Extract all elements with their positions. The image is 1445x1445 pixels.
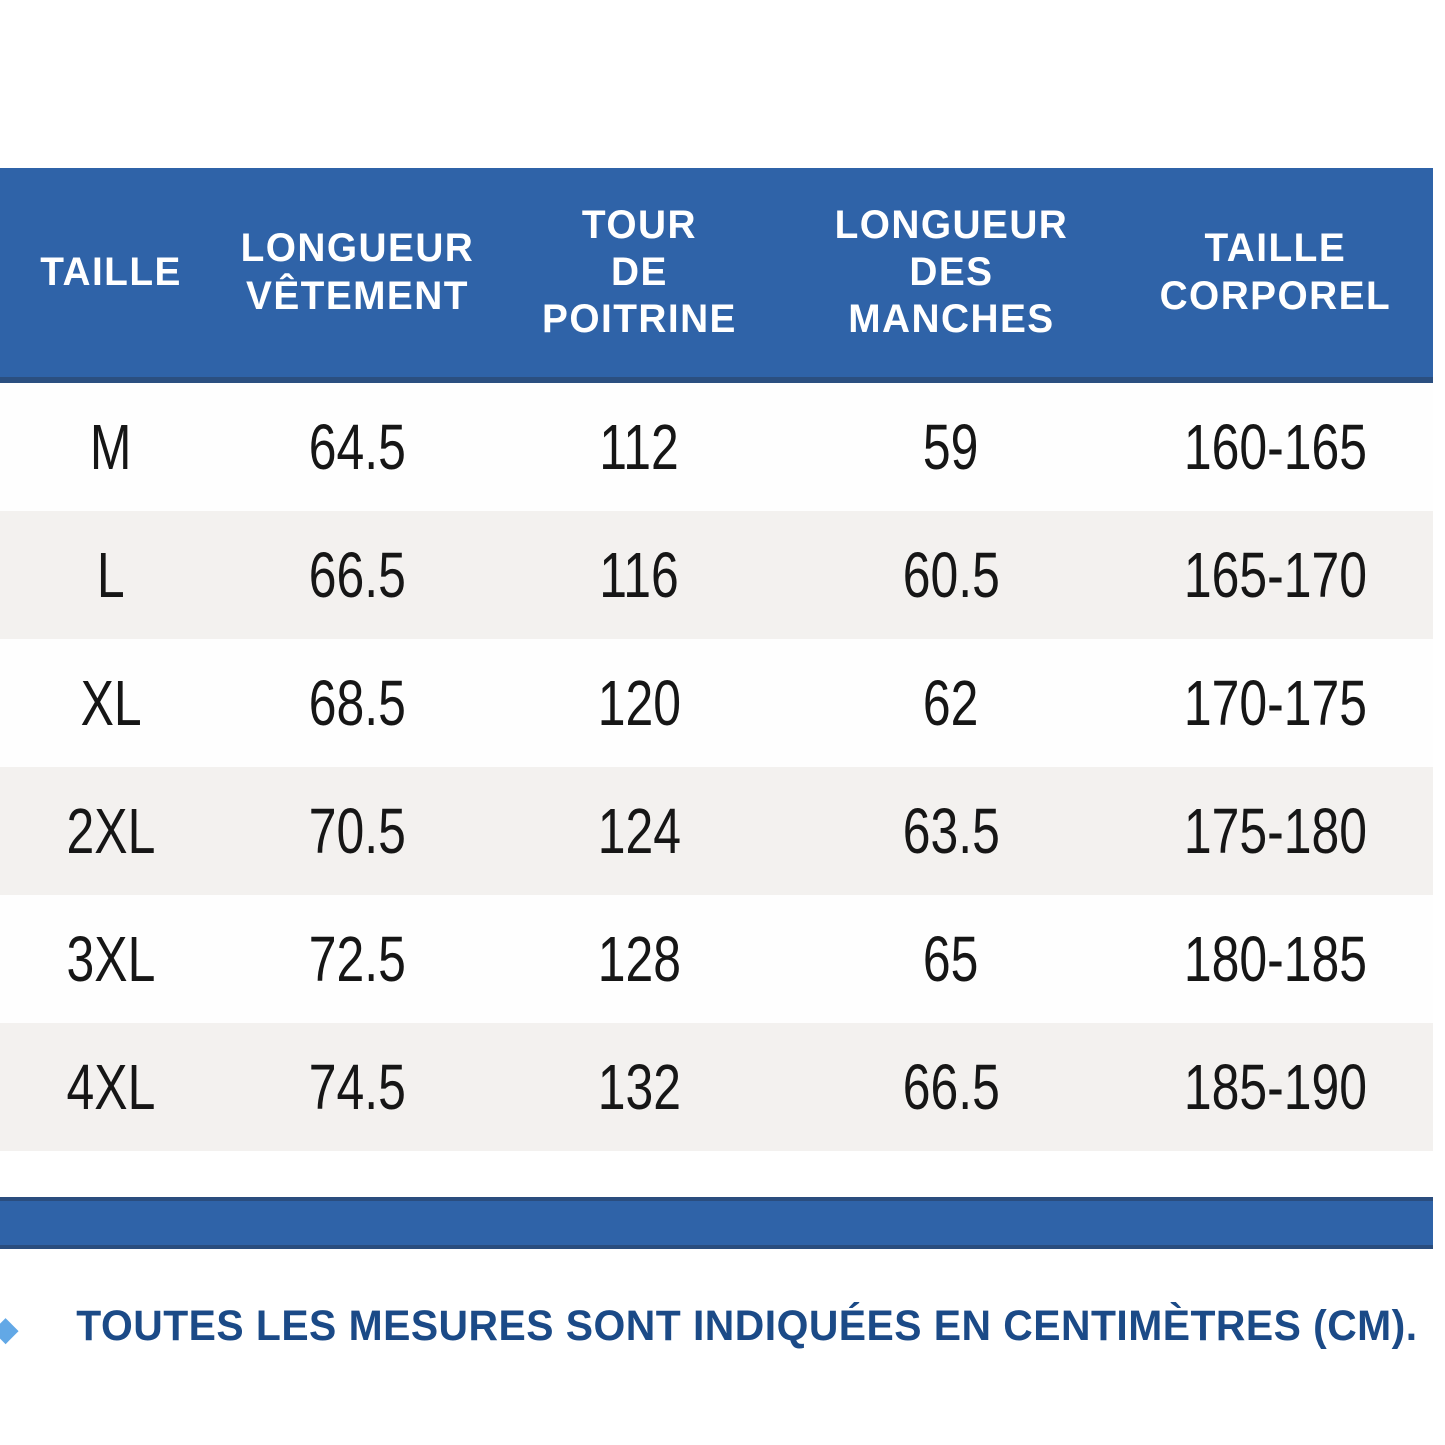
bottom-divider-bar <box>0 1197 1433 1249</box>
cell-value: 180-185 <box>1183 923 1367 995</box>
column-header-taille-corporel: TAILLE CORPOREL <box>1117 168 1433 377</box>
table-row-3xl: 3XL 72.5 128 65 180-185 <box>0 895 1433 1023</box>
cell-value: M <box>90 411 132 483</box>
cell-value: 64.5 <box>308 411 407 483</box>
table-row-m: M 64.5 112 59 160-165 <box>0 383 1433 511</box>
column-header-label: TAILLE CORPOREL <box>1159 226 1391 318</box>
cell-value: 3XL <box>66 923 156 995</box>
table-cell-sleeve-length: 59 <box>785 383 1117 511</box>
table-cell-size: M <box>0 383 222 511</box>
column-header-label: TOUR DE POITRINE <box>541 202 737 342</box>
cell-value: 185-190 <box>1183 1051 1367 1123</box>
table-cell-size: 3XL <box>0 895 222 1023</box>
column-header-longueur-vetement: LONGUEUR VÊTEMENT <box>222 168 493 377</box>
table-cell-garment-length: 68.5 <box>222 639 493 767</box>
table-cell-garment-length: 72.5 <box>222 895 493 1023</box>
table-cell-size: XL <box>0 639 222 767</box>
table-body: M 64.5 112 59 160-165 L 66.5 116 60.5 16… <box>0 383 1433 1151</box>
cell-value: 124 <box>597 795 681 867</box>
cell-value: 74.5 <box>308 1051 407 1123</box>
table-cell-body-height: 170-175 <box>1117 639 1433 767</box>
table-header: TAILLE LONGUEUR VÊTEMENT TOUR DE POITRIN… <box>0 168 1433 383</box>
cell-value: 62 <box>923 667 979 739</box>
cell-value: 128 <box>597 923 681 995</box>
table-cell-chest: 124 <box>493 767 785 895</box>
cell-value: 170-175 <box>1183 667 1367 739</box>
cell-value: XL <box>80 667 142 739</box>
cell-value: 63.5 <box>902 795 1000 867</box>
table-cell-garment-length: 74.5 <box>222 1023 493 1151</box>
table-row-l: L 66.5 116 60.5 165-170 <box>0 511 1433 639</box>
table-cell-garment-length: 66.5 <box>222 511 493 639</box>
table-cell-size: L <box>0 511 222 639</box>
table-cell-chest: 120 <box>493 639 785 767</box>
cell-value: 68.5 <box>308 667 407 739</box>
column-header-label: LONGUEUR VÊTEMENT <box>240 226 475 318</box>
table-cell-size: 4XL <box>0 1023 222 1151</box>
cell-value: 2XL <box>66 795 156 867</box>
table-cell-body-height: 160-165 <box>1117 383 1433 511</box>
column-header-longueur-des-manches: LONGUEUR DES MANCHES <box>785 168 1117 377</box>
table-cell-sleeve-length: 65 <box>785 895 1117 1023</box>
table-cell-garment-length: 70.5 <box>222 767 493 895</box>
cell-value: 160-165 <box>1183 411 1367 483</box>
diamond-icon: ◆ <box>0 1309 19 1348</box>
cell-value: 59 <box>923 411 979 483</box>
table-cell-chest: 132 <box>493 1023 785 1151</box>
cell-value: 65 <box>923 923 979 995</box>
note-text: TOUTES LES MESURES SONT INDIQUÉES EN CEN… <box>75 1302 1418 1350</box>
cell-value: 66.5 <box>902 1051 1000 1123</box>
table-cell-chest: 116 <box>493 511 785 639</box>
cell-value: 72.5 <box>308 923 407 995</box>
column-header-taille: TAILLE <box>0 168 222 377</box>
table-cell-body-height: 165-170 <box>1117 511 1433 639</box>
cell-value: 120 <box>597 667 681 739</box>
cell-value: 112 <box>599 411 679 483</box>
table-cell-sleeve-length: 60.5 <box>785 511 1117 639</box>
cell-value: 66.5 <box>308 539 407 611</box>
table-cell-chest: 112 <box>493 383 785 511</box>
cell-value: L <box>97 539 125 611</box>
table-row-2xl: 2XL 70.5 124 63.5 175-180 <box>0 767 1433 895</box>
cell-value: 175-180 <box>1183 795 1367 867</box>
cell-value: 132 <box>597 1051 681 1123</box>
column-header-label: TAILLE <box>40 249 182 294</box>
measurement-note: ◆ TOUTES LES MESURES SONT INDIQUÉES EN C… <box>0 1302 1445 1351</box>
table-cell-sleeve-length: 62 <box>785 639 1117 767</box>
table-cell-sleeve-length: 66.5 <box>785 1023 1117 1151</box>
table-cell-chest: 128 <box>493 895 785 1023</box>
table-row-xl: XL 68.5 120 62 170-175 <box>0 639 1433 767</box>
cell-value: 60.5 <box>902 539 1000 611</box>
cell-value: 165-170 <box>1183 539 1367 611</box>
cell-value: 70.5 <box>308 795 407 867</box>
column-header-tour-de-poitrine: TOUR DE POITRINE <box>493 168 785 377</box>
table-cell-garment-length: 64.5 <box>222 383 493 511</box>
table-cell-body-height: 175-180 <box>1117 767 1433 895</box>
column-header-label: LONGUEUR DES MANCHES <box>834 202 1068 342</box>
table-cell-size: 2XL <box>0 767 222 895</box>
cell-value: 4XL <box>66 1051 156 1123</box>
table-cell-body-height: 180-185 <box>1117 895 1433 1023</box>
cell-value: 116 <box>599 539 679 611</box>
table-row-4xl: 4XL 74.5 132 66.5 185-190 <box>0 1023 1433 1151</box>
table-cell-body-height: 185-190 <box>1117 1023 1433 1151</box>
table-cell-sleeve-length: 63.5 <box>785 767 1117 895</box>
